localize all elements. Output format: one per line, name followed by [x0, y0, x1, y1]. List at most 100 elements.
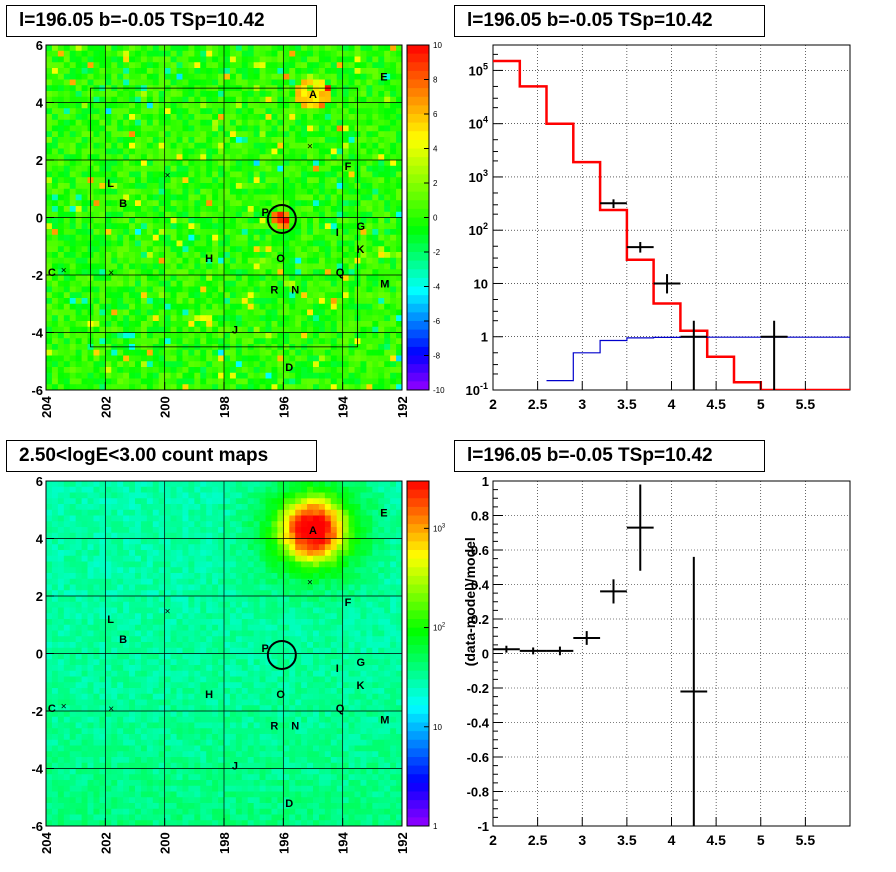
heatmap-cell [301, 137, 308, 144]
heatmap-cell [81, 498, 88, 505]
heatmap-cell [307, 378, 314, 385]
heatmap-cell [277, 321, 284, 328]
heatmap-cell [253, 263, 260, 270]
heatmap-cell [146, 211, 154, 218]
heatmap-cell [235, 177, 243, 184]
heatmap-cell [123, 50, 130, 57]
heatmap-cell [336, 96, 344, 103]
heatmap-cell [93, 119, 100, 126]
heatmap-cell [140, 200, 148, 207]
heatmap-cell [241, 561, 249, 568]
heatmap-cell [336, 509, 344, 516]
heatmap-cell [235, 332, 243, 339]
heatmap-cell [152, 142, 160, 149]
heatmap-cell [318, 125, 326, 132]
heatmap-cell [152, 384, 160, 391]
heatmap-cell [176, 114, 183, 121]
heatmap-cell [307, 211, 314, 218]
heatmap-cell [69, 481, 77, 488]
heatmap-cell [342, 91, 349, 98]
heatmap-cell [140, 68, 148, 75]
heatmap-cell [200, 367, 207, 374]
heatmap-cell [164, 188, 171, 195]
heatmap-cell [81, 142, 88, 149]
heatmap-cell [81, 509, 88, 516]
heatmap-cell [46, 527, 53, 534]
heatmap-cell [283, 50, 290, 57]
heatmap-cell [135, 378, 142, 385]
heatmap-cell [313, 355, 320, 362]
heatmap-cell [271, 154, 278, 161]
heatmap-cell [158, 194, 166, 201]
heatmap-cell [140, 188, 148, 195]
heatmap-cell [170, 378, 177, 385]
heatmap-cell [135, 555, 142, 562]
heatmap-cell [372, 384, 379, 391]
heatmap-cell [396, 102, 403, 109]
heatmap-cell [224, 384, 231, 391]
heatmap-cell [93, 578, 100, 585]
heatmap-cell [129, 246, 136, 253]
heatmap-cell [135, 217, 142, 224]
heatmap-cell [318, 486, 326, 493]
heatmap-cell [342, 200, 349, 207]
heatmap-cell [176, 567, 183, 574]
heatmap-cell [277, 555, 284, 562]
heatmap-cell [295, 56, 302, 63]
heatmap-cell [46, 102, 53, 109]
heatmap-cell [164, 154, 171, 161]
heatmap-cell [158, 68, 166, 75]
heatmap-cell [224, 131, 231, 138]
heatmap-cell [265, 62, 272, 69]
heatmap-cell [51, 361, 59, 368]
heatmap-cell [111, 119, 118, 126]
heatmap-cell [283, 257, 290, 264]
heatmap-cell [158, 338, 166, 345]
heatmap-cell [51, 532, 59, 539]
heatmap-cell [253, 188, 260, 195]
heatmap-cell [253, 349, 260, 356]
heatmap-cell [259, 269, 266, 276]
heatmap-cell [135, 355, 142, 362]
heatmap-cell [69, 131, 77, 138]
heatmap-cell [105, 578, 112, 585]
heatmap-cell [247, 68, 255, 75]
heatmap-cell [224, 492, 231, 499]
heatmap-cell [360, 326, 367, 333]
heatmap-cell [289, 567, 296, 574]
heatmap-cell [164, 372, 171, 379]
heatmap-cell [140, 177, 148, 184]
heatmap-cell [259, 240, 266, 247]
heatmap-cell [212, 590, 219, 597]
heatmap-cell [259, 309, 266, 316]
heatmap-cell [129, 160, 136, 167]
heatmap-cell [253, 326, 260, 333]
heatmap-cell [170, 200, 177, 207]
heatmap-cell [390, 200, 397, 207]
heatmap-cell [295, 332, 302, 339]
heatmap-cell [176, 160, 183, 167]
heatmap-cell [93, 486, 100, 493]
heatmap-cell [164, 56, 171, 63]
heatmap-cell [63, 498, 71, 505]
heatmap-cell [313, 200, 320, 207]
heatmap-cell [218, 217, 225, 224]
heatmap-cell [348, 177, 355, 184]
heatmap-cell [105, 372, 112, 379]
heatmap-cell [253, 171, 260, 178]
heatmap-cell [324, 527, 332, 534]
heatmap-cell [301, 578, 308, 585]
heatmap-cell [212, 229, 219, 236]
heatmap-cell [158, 96, 166, 103]
heatmap-cell [366, 85, 373, 92]
heatmap-cell [271, 223, 278, 230]
heatmap-cell [63, 125, 71, 132]
heatmap-cell [229, 137, 237, 144]
heatmap-cell [123, 498, 130, 505]
heatmap-cell [360, 142, 367, 149]
heatmap-cell [81, 584, 88, 591]
heatmap-cell [295, 527, 302, 534]
heatmap-cell [330, 567, 338, 574]
heatmap-cell [164, 119, 171, 126]
heatmap-cell [366, 527, 373, 534]
